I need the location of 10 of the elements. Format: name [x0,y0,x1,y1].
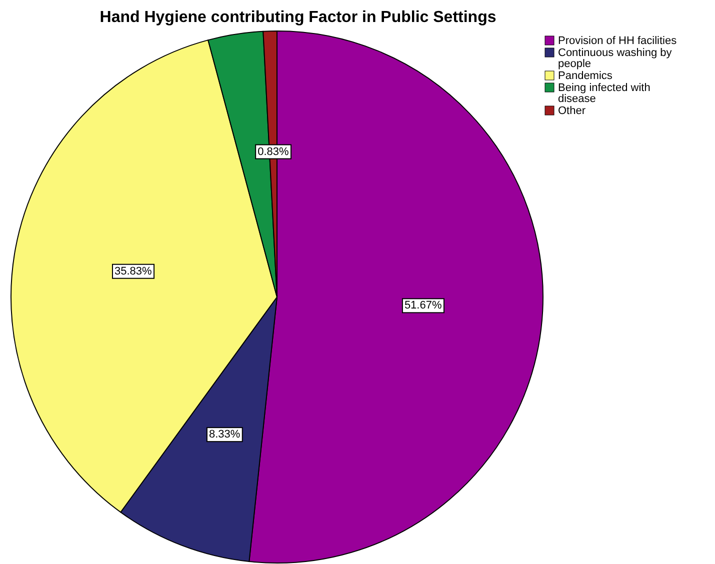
data-label: 51.67% [404,300,442,312]
legend-label: Continuous washing by people [558,47,672,70]
data-label: 35.83% [114,265,152,278]
legend-label: Pandemics [558,70,613,82]
data-label: 0.83% [258,146,289,158]
chart-title: Hand Hygiene contributing Factor in Public Settings [100,9,496,26]
legend-label: Being infected with disease [558,82,650,105]
legend-label: Other [558,105,586,117]
legend-label: Provision of HH facilities [558,35,678,47]
data-label: 8.33% [208,428,240,441]
